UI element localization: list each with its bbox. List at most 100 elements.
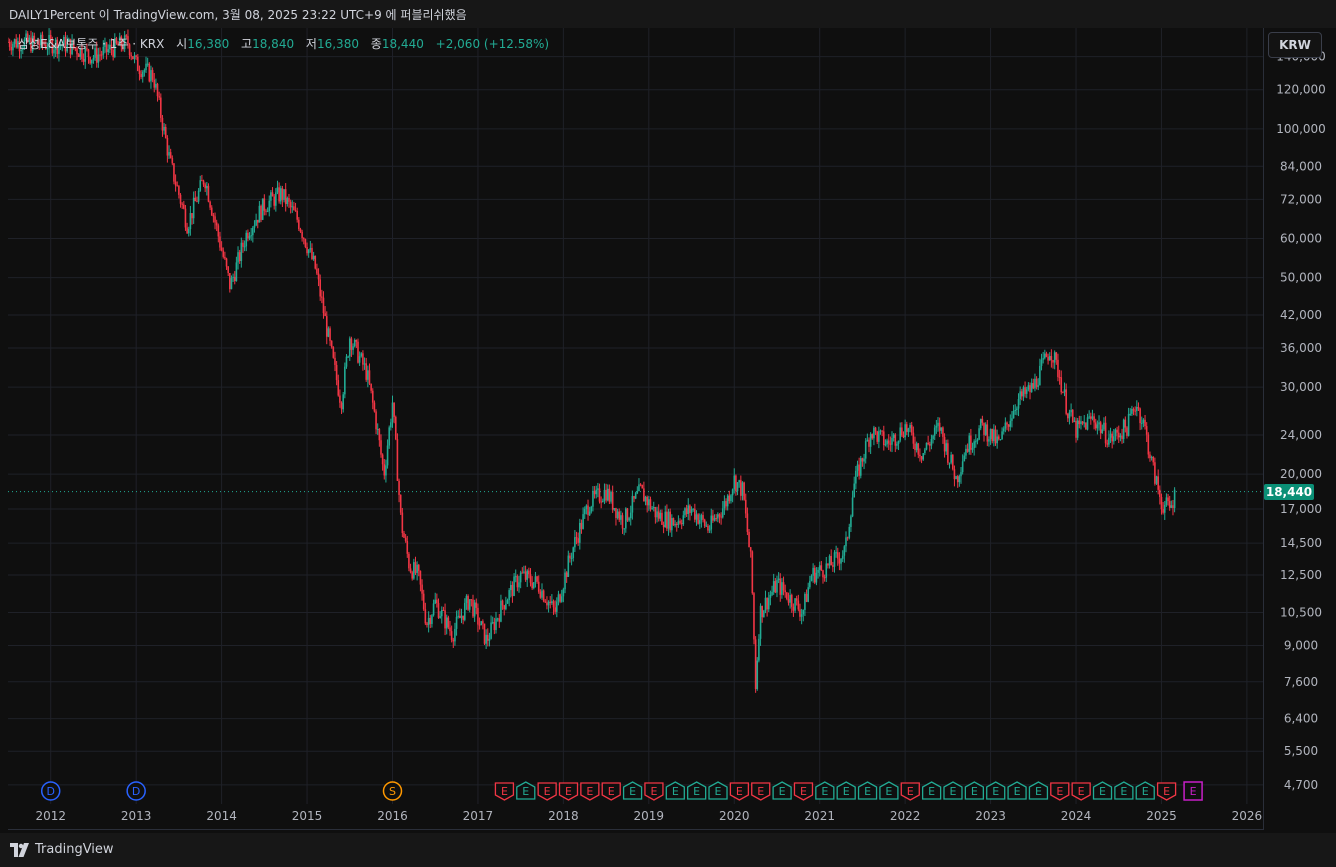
candle-body — [707, 525, 709, 531]
event-marker-down[interactable]: E — [644, 782, 664, 801]
candle-body — [508, 590, 510, 601]
candle-body — [483, 623, 486, 644]
candle-body — [1106, 443, 1109, 445]
event-marker-down[interactable]: E — [751, 782, 771, 801]
event-shield — [943, 781, 963, 800]
chart-pane[interactable]: 2012 2013 2014 2015 2016 2017 2018 2019 2020 2021… — [8, 28, 1264, 830]
event-marker-up[interactable]: E — [836, 781, 856, 800]
event-marker-up[interactable]: E — [1028, 781, 1049, 800]
event-marker-down[interactable]: E — [494, 782, 515, 801]
event-marker-up[interactable]: E — [857, 781, 878, 800]
candle-body — [1032, 383, 1035, 389]
candle-body — [606, 488, 609, 501]
candle-body — [792, 606, 795, 611]
candle-body — [422, 593, 425, 610]
candle-body — [431, 615, 433, 624]
event-marker-up[interactable]: E — [943, 781, 963, 800]
candle-body — [991, 428, 994, 442]
candle-body — [1053, 352, 1056, 363]
event-marker-dividend[interactable]: D — [126, 781, 146, 801]
candle-body — [240, 242, 243, 262]
event-marker-up[interactable]: E — [1114, 781, 1134, 800]
candle-body — [657, 511, 660, 519]
candle-body — [947, 443, 949, 463]
event-marker-up[interactable]: E — [1135, 781, 1155, 800]
event-marker-down[interactable]: E — [729, 782, 750, 801]
candle-body — [449, 627, 451, 632]
currency-button[interactable]: KRW — [1268, 32, 1322, 58]
candle-body — [674, 524, 676, 526]
candle-body — [299, 229, 302, 232]
event-marker-down[interactable]: E — [1050, 782, 1070, 801]
event-letter: E — [1035, 785, 1042, 798]
event-shield — [622, 781, 643, 800]
event-marker-up[interactable]: E — [921, 781, 942, 800]
event-marker-dividend[interactable]: D — [40, 781, 61, 801]
candle-body — [102, 46, 105, 55]
candle-body — [970, 435, 972, 450]
candle-body — [897, 440, 900, 444]
candle-body — [864, 441, 867, 459]
candle-body — [345, 356, 348, 367]
candle-body — [327, 328, 330, 337]
high-value: 18,840 — [252, 37, 295, 51]
event-marker-up[interactable]: E — [879, 781, 899, 800]
candle-body — [265, 210, 267, 212]
candle-body — [815, 572, 818, 583]
event-marker-up[interactable]: E — [516, 781, 536, 800]
event-marker-up[interactable]: E — [708, 781, 728, 800]
event-marker-up[interactable]: E — [815, 781, 835, 800]
candle-body — [391, 402, 394, 423]
candle-body — [685, 508, 688, 514]
price-axis[interactable]: 140,000120,000100,00084,00072,00060,0005… — [1264, 28, 1336, 833]
event-marker-down[interactable]: E — [558, 782, 579, 801]
event-shield — [1092, 781, 1113, 800]
candle-body — [353, 339, 356, 347]
candle-body — [894, 434, 897, 446]
candle-body — [1078, 420, 1081, 425]
event-marker-up[interactable]: E — [1007, 781, 1027, 800]
event-marker-up[interactable]: E — [964, 781, 985, 800]
candle-body — [1127, 413, 1130, 436]
price-tick-label: 4,700 — [1284, 778, 1318, 792]
event-marker-down[interactable]: E — [601, 782, 621, 801]
event-marker-up[interactable]: E — [986, 781, 1006, 800]
event-letter: D — [132, 785, 140, 798]
candle-body — [666, 511, 668, 529]
candle-body — [955, 476, 957, 480]
candle-body — [28, 37, 31, 42]
candle-body — [979, 418, 982, 429]
event-marker-down[interactable]: E — [793, 782, 814, 801]
candle-body — [197, 190, 200, 202]
candle-body — [754, 639, 757, 690]
candle-body — [1162, 509, 1164, 513]
change-value: +2,060 (+12.58%) — [435, 37, 550, 51]
candle-body — [396, 439, 399, 481]
candle-body — [1002, 428, 1005, 432]
price-tick-label: 30,000 — [1280, 380, 1322, 394]
candle-body — [376, 429, 379, 431]
event-marker-down[interactable]: E — [580, 782, 600, 801]
candle-body — [112, 49, 114, 57]
event-marker-up[interactable]: E — [1092, 781, 1113, 800]
candle-body — [751, 551, 754, 594]
event-marker-down[interactable]: E — [900, 782, 920, 801]
candle-body — [393, 402, 395, 417]
tradingview-brand[interactable]: TradingView — [10, 842, 114, 857]
event-marker-down[interactable]: E — [537, 782, 557, 801]
event-marker-split[interactable]: S — [382, 781, 403, 801]
event-letter: E — [1142, 785, 1149, 798]
candlestick-chart[interactable]: 2012 2013 2014 2015 2016 2017 2018 2019 2020 2021… — [8, 28, 1264, 830]
candle-body — [978, 428, 980, 440]
event-marker-up[interactable]: E — [772, 781, 792, 800]
event-marker-down[interactable]: E — [1071, 782, 1091, 801]
candle-body — [863, 458, 865, 462]
event-marker-down[interactable]: E — [1156, 782, 1177, 801]
symbol-name[interactable]: 삼성E&A보통주 · 1주 · KRX — [18, 37, 165, 51]
event-marker-up[interactable]: E — [665, 781, 685, 800]
event-marker-future_earnings[interactable]: E — [1183, 781, 1203, 801]
time-tick-label: 2017 — [463, 809, 494, 823]
event-marker-up[interactable]: E — [687, 781, 707, 800]
event-marker-up[interactable]: E — [622, 781, 643, 800]
candle-body — [597, 488, 599, 490]
